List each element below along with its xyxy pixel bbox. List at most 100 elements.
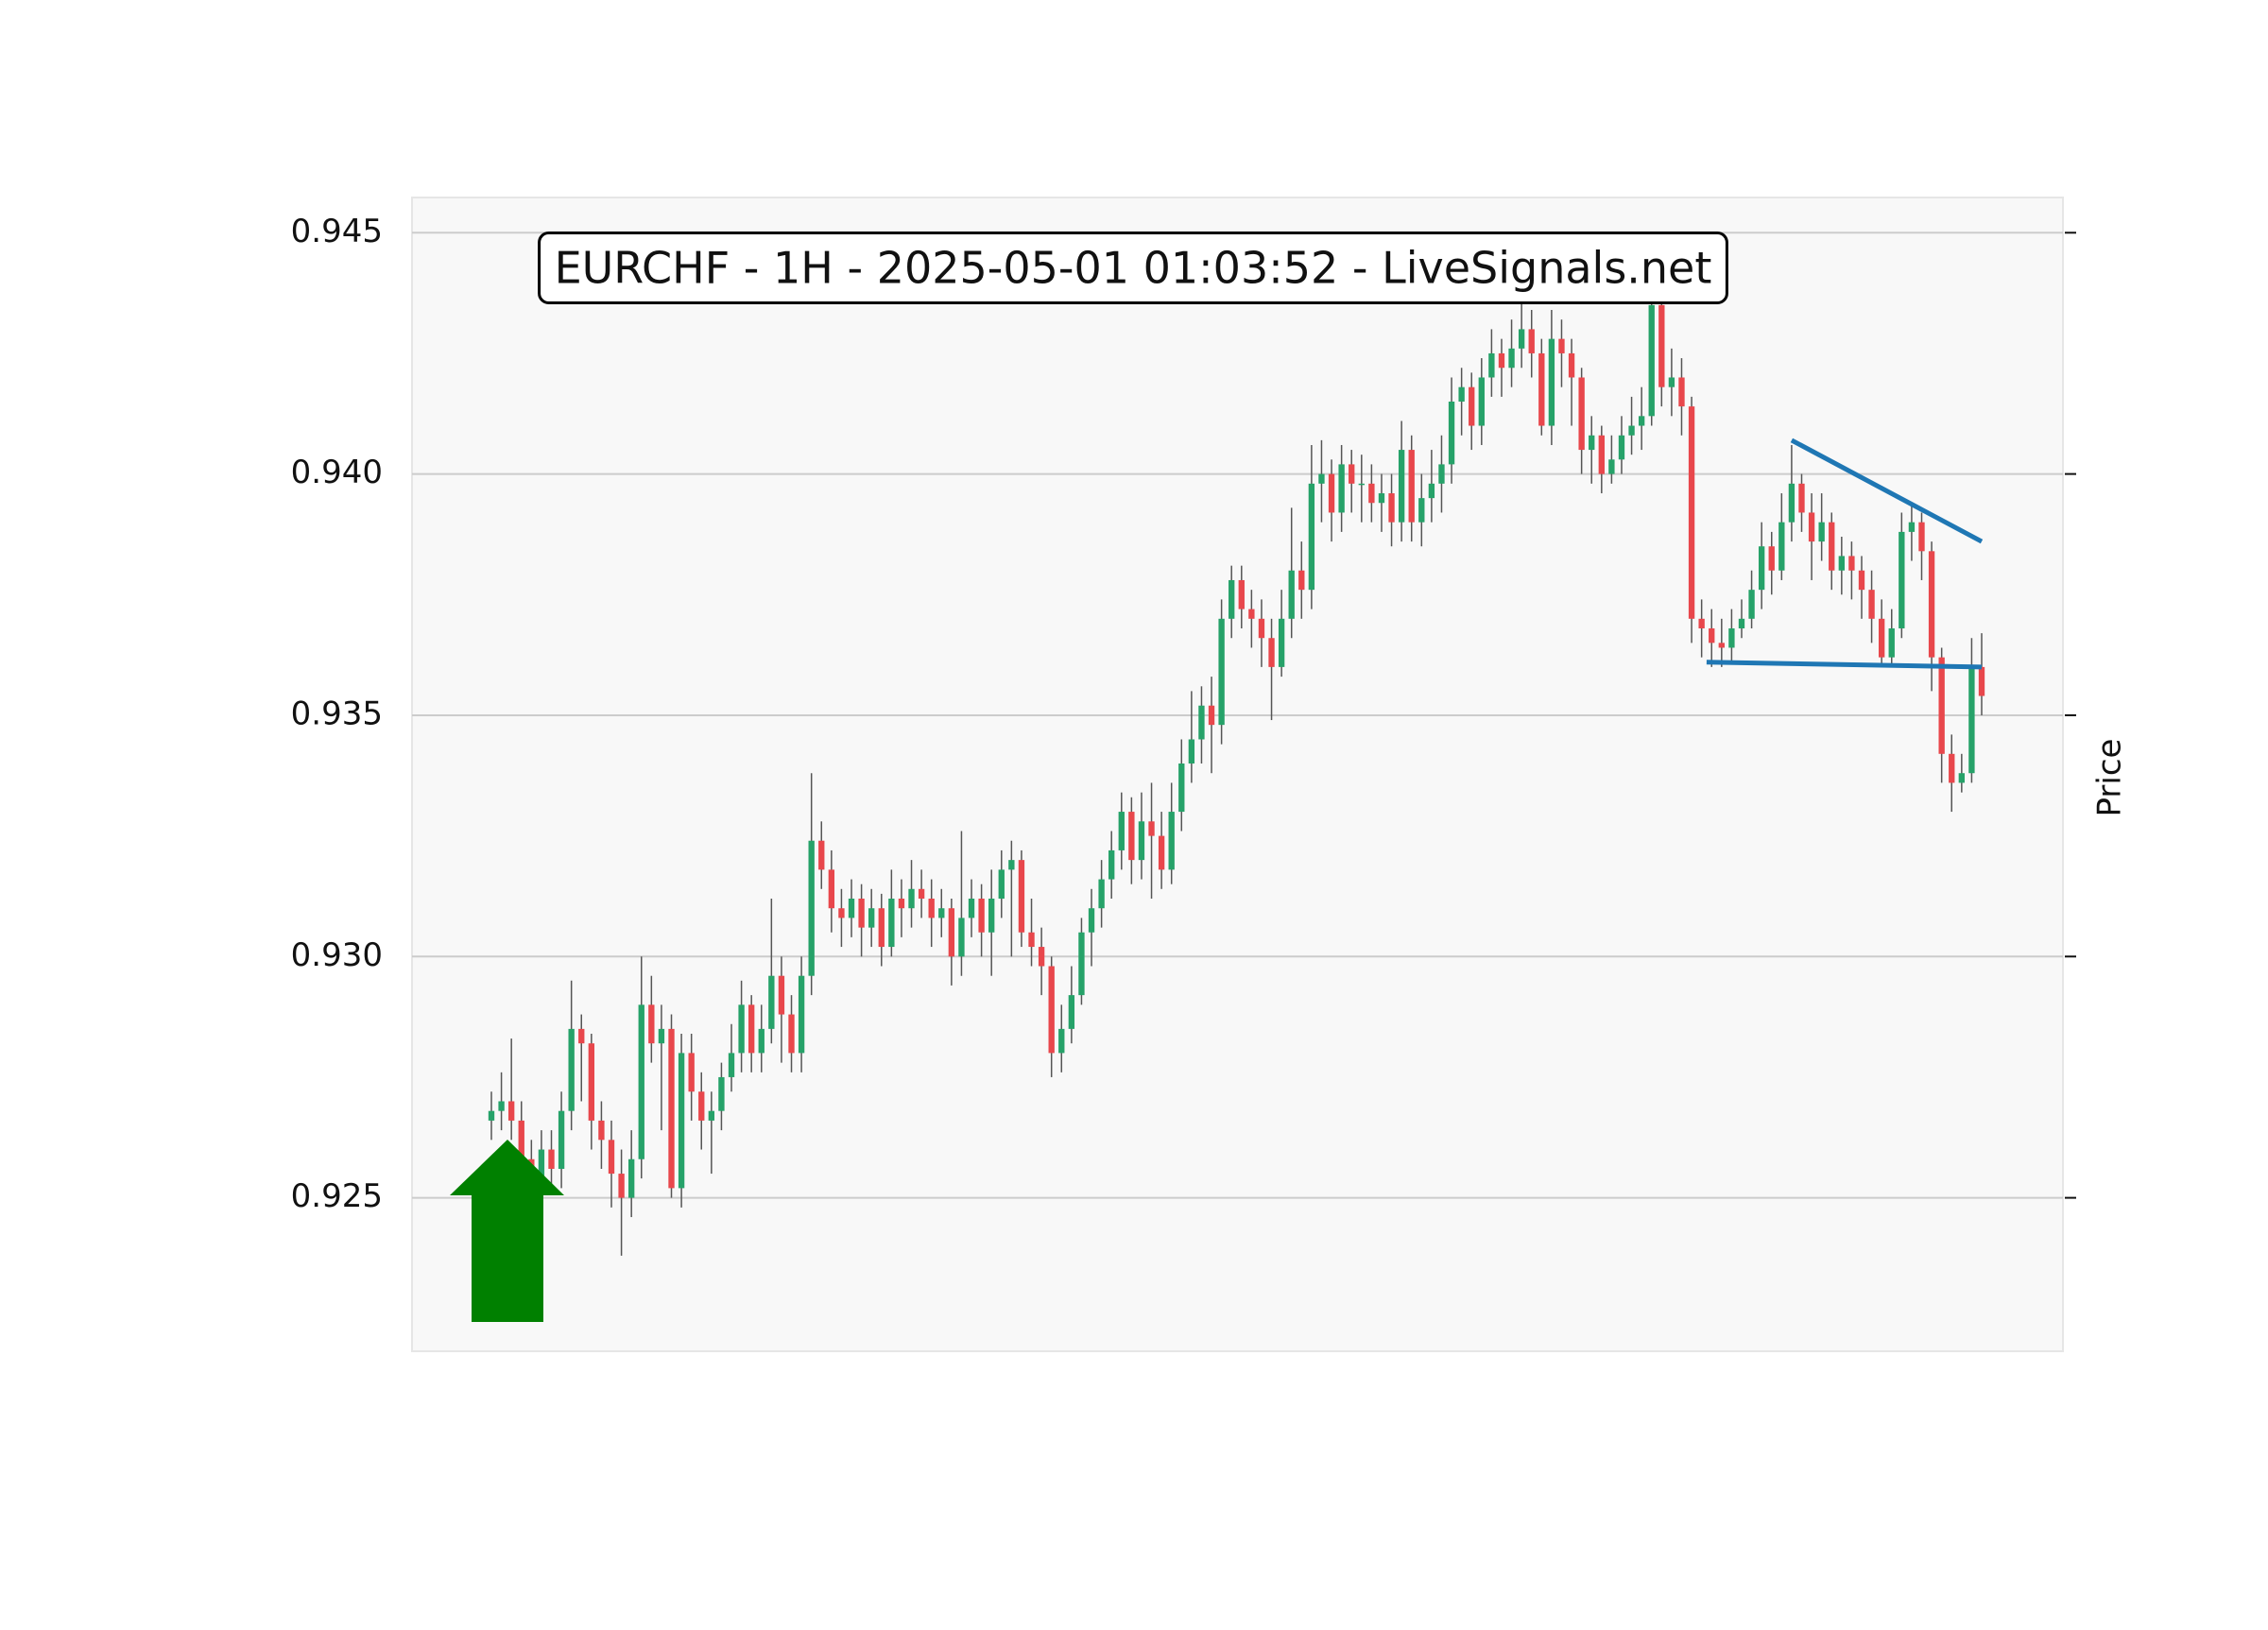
candle-body [748, 1004, 755, 1054]
candle-body [498, 1101, 505, 1111]
candle-body [1668, 377, 1675, 387]
candle-body [948, 908, 955, 957]
candle-body [1508, 348, 1515, 369]
candle-body [1008, 860, 1015, 870]
candle-body [1788, 483, 1796, 523]
candle-body [808, 840, 815, 976]
candle-body [1188, 739, 1195, 764]
candle-body [1829, 522, 1835, 571]
candle-body [1498, 352, 1505, 369]
candle-body [1598, 435, 1605, 474]
candle-body [1709, 628, 1715, 643]
candle-body [1848, 556, 1855, 571]
candle-body [688, 1053, 695, 1092]
candle-body [768, 975, 775, 1029]
candle-body [1388, 493, 1395, 523]
candle-body [1528, 329, 1535, 353]
candle-body [1368, 483, 1375, 504]
candle-body [1058, 1028, 1065, 1054]
candle-body [818, 840, 825, 870]
candle-body [708, 1110, 715, 1121]
candle-body [1958, 773, 1966, 783]
candle-body [1938, 657, 1945, 754]
candle-body [608, 1140, 615, 1175]
candle-body [558, 1110, 565, 1169]
candle-body [598, 1120, 605, 1141]
title-box: EURCHF - 1H - 2025-05-01 01:03:52 - Live… [538, 232, 1728, 304]
candle-body [618, 1174, 625, 1198]
candle-body [1349, 464, 1355, 484]
candle-body [1158, 835, 1165, 870]
candle-body [778, 975, 785, 1015]
trend-line [1706, 660, 1983, 670]
candle-body [1238, 579, 1245, 609]
candle-body [1148, 821, 1155, 836]
candle-body [548, 1149, 555, 1169]
candle-body [658, 1028, 665, 1044]
candle-body [1698, 618, 1705, 629]
candle-body [1358, 483, 1365, 486]
candle-body [1968, 666, 1975, 774]
title-frame [538, 232, 1728, 304]
candle-body [1949, 753, 1955, 783]
candle-body [1618, 435, 1625, 460]
candle-body [798, 975, 805, 1054]
candle-body [958, 918, 965, 957]
candle-body [1808, 512, 1815, 542]
candle-body [1328, 473, 1335, 513]
candle-body [1088, 908, 1095, 933]
candle-body [788, 1014, 795, 1054]
candle-body [828, 869, 835, 909]
candle-body [507, 1101, 515, 1121]
candle-body [1038, 947, 1045, 967]
candles [488, 281, 1985, 1256]
plot-area [411, 197, 2064, 1352]
candle-body [1678, 377, 1685, 407]
candle-body [648, 1004, 655, 1044]
y-tick-label: 0.925 [291, 1177, 383, 1215]
candle-body [1608, 459, 1615, 474]
candle-body [1838, 556, 1846, 571]
candle-body [998, 869, 1005, 899]
candle-body [738, 1004, 745, 1054]
candle-body [1518, 329, 1525, 349]
candle-body [1469, 386, 1475, 426]
candle-body [1928, 551, 1935, 658]
candle-body [1878, 618, 1885, 658]
candle-body [758, 1028, 765, 1054]
candle-body [1648, 304, 1655, 417]
y-tick-label: 0.930 [291, 936, 383, 974]
candle-body [1298, 570, 1305, 591]
candle-body [1338, 464, 1345, 513]
candle-body [638, 1004, 644, 1159]
candle-body [1138, 821, 1145, 861]
candle-body [1318, 473, 1325, 484]
candle-body [1378, 493, 1385, 504]
candle-body [1258, 618, 1265, 639]
candle-body [1438, 464, 1445, 484]
candle-body [1798, 483, 1805, 513]
candle-body [1558, 338, 1565, 353]
chart-title: EURCHF - 1H - 2025-05-01 01:03:52 - Live… [555, 243, 1712, 294]
candle-body [538, 1149, 545, 1189]
y-tick-label: 0.945 [291, 213, 383, 250]
candle-body [1899, 531, 1905, 629]
candle-body [908, 888, 915, 909]
candle-body [1068, 995, 1075, 1029]
candle-body [1918, 522, 1925, 552]
candle-body [1718, 643, 1725, 648]
candle-body [728, 1053, 735, 1077]
candle-body [848, 898, 855, 918]
candle-body [928, 898, 935, 918]
candle-body [1428, 483, 1435, 499]
candle-body [1228, 579, 1235, 619]
candle-body [1868, 590, 1875, 619]
candle-body [1768, 546, 1775, 571]
candle-body [1578, 377, 1585, 451]
trend-line [1790, 438, 1984, 544]
candle-body [1888, 628, 1895, 658]
candle-body [1178, 764, 1185, 813]
candle-body [1028, 932, 1035, 948]
grid: 0.925 0.930 0.935 0.940 0.945 [291, 213, 2076, 1215]
